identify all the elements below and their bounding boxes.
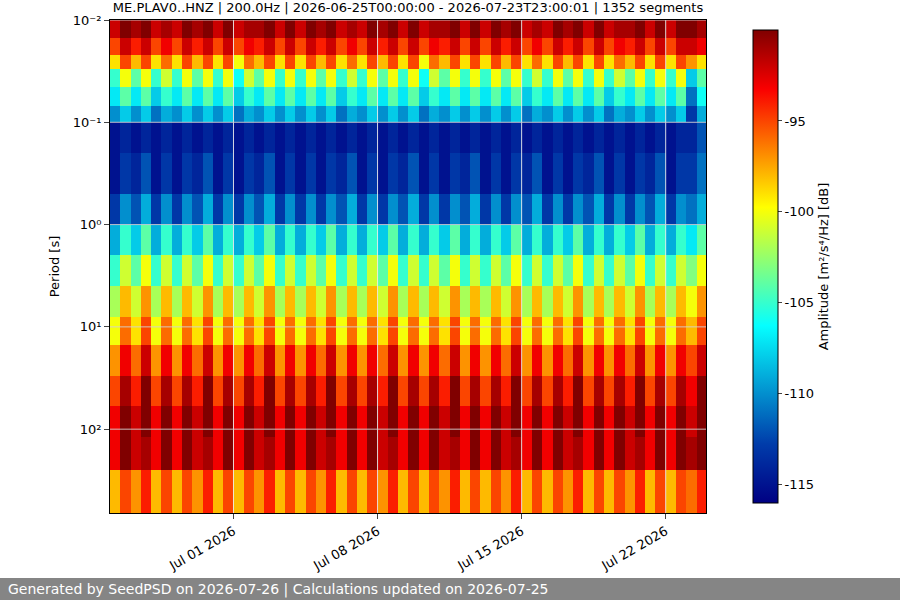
svg-text:Jul 15 2026: Jul 15 2026 xyxy=(454,523,526,573)
svg-text:10⁻²: 10⁻² xyxy=(73,13,102,28)
svg-text:10¹: 10¹ xyxy=(80,319,102,334)
svg-text:-100: -100 xyxy=(785,204,815,219)
svg-text:-95: -95 xyxy=(785,114,806,129)
svg-text:Jul 08 2026: Jul 08 2026 xyxy=(310,523,382,573)
svg-text:10⁻¹: 10⁻¹ xyxy=(73,115,102,130)
svg-text:-115: -115 xyxy=(785,477,815,492)
svg-text:10⁰: 10⁰ xyxy=(80,217,102,232)
svg-text:Jul 01 2026: Jul 01 2026 xyxy=(166,523,238,573)
svg-text:-105: -105 xyxy=(785,295,815,310)
svg-text:ME.PLAV0..HNZ | 200.0Hz | 2026: ME.PLAV0..HNZ | 200.0Hz | 2026-06-25T00:… xyxy=(113,0,704,15)
svg-text:Amplitude [m²/s⁴/Hz] [dB]: Amplitude [m²/s⁴/Hz] [dB] xyxy=(816,183,831,351)
svg-text:Jul 22 2026: Jul 22 2026 xyxy=(598,523,670,573)
svg-text:-110: -110 xyxy=(785,386,815,401)
svg-text:Period [s]: Period [s] xyxy=(47,236,62,298)
svg-text:10²: 10² xyxy=(80,422,102,437)
html-text:Generated by SeedPSD on 2026-0: Generated by SeedPSD on 2026-07-26 | Cal… xyxy=(8,581,549,597)
